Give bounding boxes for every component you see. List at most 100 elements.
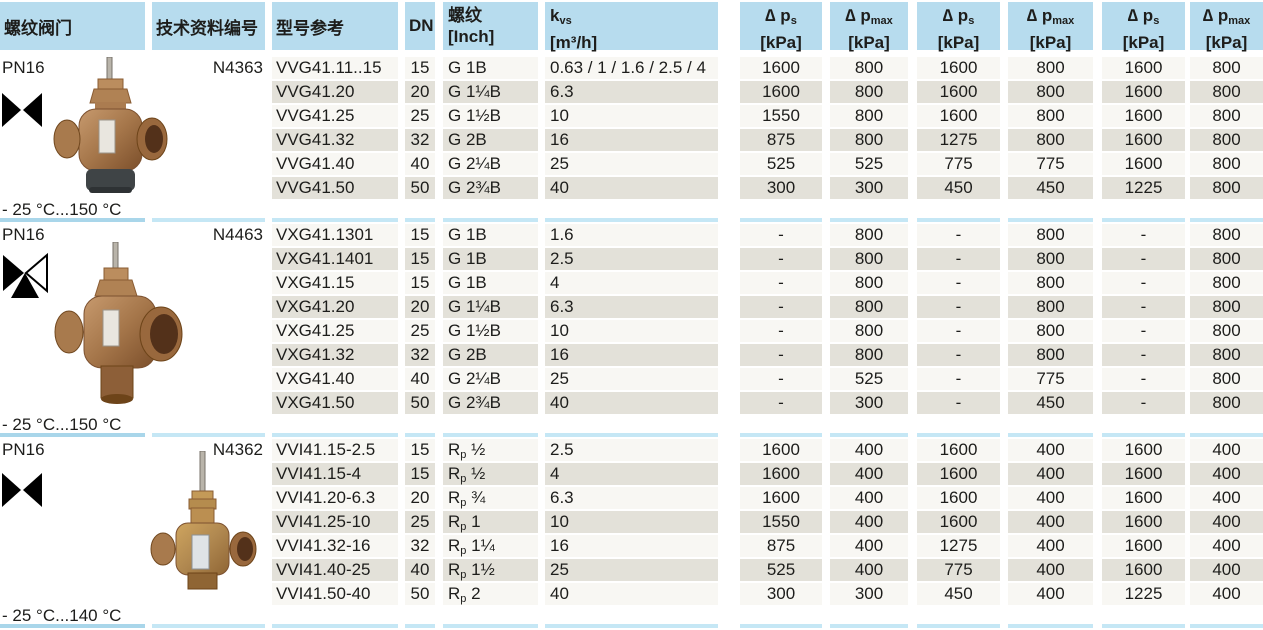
thread-cell: G 1¼B	[443, 296, 538, 318]
dpmax-cell: 800	[1190, 272, 1263, 294]
separator-segment	[0, 433, 145, 437]
dps-cell: -	[917, 296, 1000, 318]
dn-cell: 50	[405, 392, 435, 414]
model-cell: VVG41.32	[272, 129, 398, 151]
model-cell: VXG41.40	[272, 368, 398, 390]
dps-cell: -	[1102, 296, 1185, 318]
header-dn: DN	[405, 2, 435, 50]
tech-doc-number: N4362	[212, 440, 263, 459]
two-way-valve-icon	[2, 473, 42, 512]
dpmax-cell: 800	[1190, 177, 1263, 199]
dpmax-cell: 400	[830, 559, 908, 581]
dps-cell: -	[917, 392, 1000, 414]
dpmax-cell: 800	[1008, 296, 1093, 318]
table-body: VVG41.11..15 15 G 1B 0.63 / 1 / 1.6 / 2.5 /…	[0, 56, 1263, 628]
dps-cell: -	[1102, 320, 1185, 342]
dps-cell: 775	[917, 559, 1000, 581]
kvs-cell: 25	[545, 559, 718, 581]
separator-segment	[272, 433, 398, 437]
separator-segment	[740, 433, 822, 437]
dps-cell: 1600	[1102, 463, 1185, 485]
dn-cell: 32	[405, 129, 435, 151]
dps-cell: 525	[740, 153, 822, 175]
separator-segment	[1008, 433, 1093, 437]
dps-cell: -	[1102, 224, 1185, 246]
valve-product-photo	[42, 241, 192, 419]
separator-segment	[0, 624, 145, 628]
thread-cell: G 2¾B	[443, 177, 538, 199]
dn-cell: 20	[405, 296, 435, 318]
dpmax-cell: 800	[1190, 153, 1263, 175]
dps-cell: -	[1102, 392, 1185, 414]
table-row: VXG41.50 50 G 2¾B 40-300-450-800	[272, 392, 1263, 414]
dps-cell: 1225	[1102, 583, 1185, 605]
dpmax-cell: 400	[1190, 583, 1263, 605]
dpmax-cell: 800	[830, 320, 908, 342]
dps-cell: 1600	[917, 439, 1000, 461]
thread-cell: Rp ¾	[443, 487, 538, 509]
dps-cell: 1600	[917, 57, 1000, 79]
separator-segment	[740, 624, 822, 628]
dn-cell: 15	[405, 57, 435, 79]
dpmax-cell: 400	[1190, 439, 1263, 461]
header-dps-1: ∆ ps [kPa]	[740, 2, 822, 52]
kvs-cell: 2.5	[545, 439, 718, 461]
model-cell: VVG41.40	[272, 153, 398, 175]
dps-cell: 1600	[917, 511, 1000, 533]
dpmax-cell: 800	[1008, 57, 1093, 79]
dps-cell: 1225	[1102, 177, 1185, 199]
separator-segment	[917, 433, 1000, 437]
dpmax-cell: 800	[1190, 248, 1263, 270]
dpmax-cell: 800	[1008, 105, 1093, 127]
kvs-cell: 2.5	[545, 248, 718, 270]
dps-cell: 1600	[1102, 559, 1185, 581]
table-row: VXG41.32 32 G 2B 16-800-800-800	[272, 344, 1263, 366]
table-row: VVI41.40-25 40 Rp 1½ 25 525 400 775 400 1600 400	[272, 559, 1263, 581]
kvs-cell: 40	[545, 177, 718, 199]
thread-cell: Rp 1	[443, 511, 538, 533]
separator-segment	[1008, 624, 1093, 628]
separator-segment	[1190, 218, 1263, 222]
kvs-cell: 25	[545, 368, 718, 390]
dpmax-cell: 400	[830, 439, 908, 461]
separator-segment	[405, 218, 435, 222]
model-cell: VXG41.20	[272, 296, 398, 318]
dpmax-cell: 400	[1008, 463, 1093, 485]
dpmax-cell: 800	[1190, 105, 1263, 127]
separator-segment	[1190, 433, 1263, 437]
section-separator	[0, 218, 1263, 222]
thread-cell: G 1½B	[443, 105, 538, 127]
dps-cell: -	[917, 320, 1000, 342]
dn-cell: 40	[405, 368, 435, 390]
dpmax-cell: 400	[1008, 487, 1093, 509]
kvs-cell: 25	[545, 153, 718, 175]
dps-cell: -	[917, 344, 1000, 366]
table-row: VVI41.15-2.5 15 Rp ½ 2.5 1600 400 1600 400 1600 4…	[272, 439, 1263, 461]
separator-segment	[917, 624, 1000, 628]
dpmax-cell: 800	[1190, 129, 1263, 151]
dpmax-cell: 525	[830, 153, 908, 175]
header-dps-2: ∆ ps [kPa]	[917, 2, 1000, 52]
dps-cell: -	[1102, 248, 1185, 270]
kvs-cell: 6.3	[545, 81, 718, 103]
dps-cell: 1600	[740, 487, 822, 509]
dps-cell: 300	[740, 583, 822, 605]
separator-segment	[0, 218, 145, 222]
dpmax-cell: 800	[1190, 57, 1263, 79]
dpmax-cell: 800	[1190, 81, 1263, 103]
dps-cell: 1600	[1102, 535, 1185, 557]
dps-cell: 1600	[1102, 129, 1185, 151]
dps-cell: 875	[740, 535, 822, 557]
table-row: VVG41.25 25 G 1½B 10 1550 800 1600 800 1600 800	[272, 105, 1263, 127]
dpmax-cell: 300	[830, 583, 908, 605]
section-separator	[0, 433, 1263, 437]
dps-cell: 1600	[1102, 487, 1185, 509]
dps-cell: -	[740, 248, 822, 270]
table-row: VXG41.15 15 G 1B 4-800-800-800	[272, 272, 1263, 294]
dps-cell: -	[740, 344, 822, 366]
dpmax-cell: 450	[1008, 177, 1093, 199]
separator-segment	[1102, 433, 1185, 437]
separator-segment	[443, 624, 538, 628]
header-thread-inch: 螺纹 [Inch]	[443, 2, 538, 50]
